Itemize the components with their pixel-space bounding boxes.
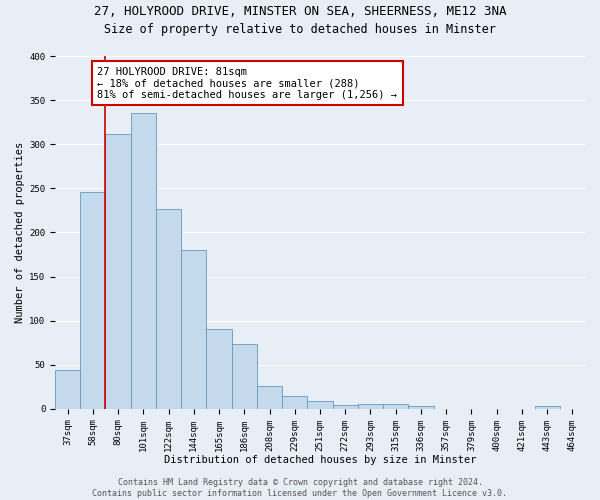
Bar [181, 250, 206, 409]
Bar [332, 406, 358, 409]
Bar [131, 114, 156, 409]
Bar [409, 406, 434, 409]
Text: Contains HM Land Registry data © Crown copyright and database right 2024.
Contai: Contains HM Land Registry data © Crown c… [92, 478, 508, 498]
Bar [257, 386, 282, 409]
Bar [383, 404, 409, 409]
Bar [232, 344, 257, 409]
Y-axis label: Number of detached properties: Number of detached properties [15, 142, 25, 323]
Bar [535, 406, 560, 409]
Bar [282, 396, 307, 409]
X-axis label: Distribution of detached houses by size in Minster: Distribution of detached houses by size … [164, 455, 476, 465]
Bar [206, 330, 232, 409]
Bar [358, 404, 383, 409]
Bar [307, 401, 332, 409]
Bar [156, 208, 181, 409]
Bar [55, 370, 80, 409]
Bar [80, 192, 106, 409]
Bar [106, 134, 131, 409]
Text: Size of property relative to detached houses in Minster: Size of property relative to detached ho… [104, 22, 496, 36]
Text: 27, HOLYROOD DRIVE, MINSTER ON SEA, SHEERNESS, ME12 3NA: 27, HOLYROOD DRIVE, MINSTER ON SEA, SHEE… [94, 5, 506, 18]
Text: 27 HOLYROOD DRIVE: 81sqm
← 18% of detached houses are smaller (288)
81% of semi-: 27 HOLYROOD DRIVE: 81sqm ← 18% of detach… [97, 66, 397, 100]
